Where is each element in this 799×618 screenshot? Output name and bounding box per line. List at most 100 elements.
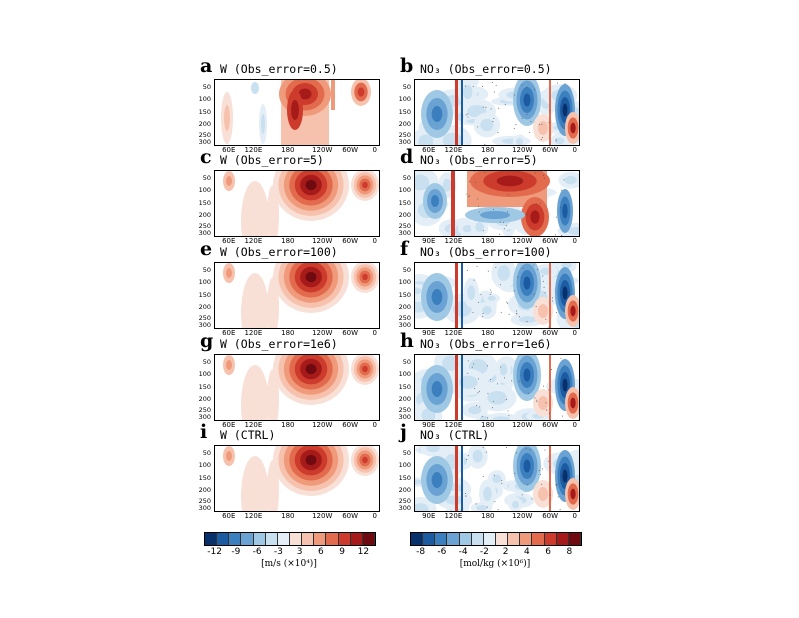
stipple-dot — [563, 365, 565, 367]
stipple-dot — [536, 401, 538, 403]
y-tick-label: 200 — [198, 395, 211, 404]
heatmap-svg — [415, 263, 579, 328]
stipple-dot — [482, 447, 484, 449]
stipple-dot — [502, 176, 504, 178]
stipple-dot — [548, 412, 550, 414]
panel-title: NO₃ (Obs_error=100) — [420, 245, 552, 259]
x-tick-label: 0 — [372, 421, 377, 429]
stipple-dot — [478, 301, 480, 303]
x-tick-label: 60W — [542, 329, 559, 337]
contour-fill — [241, 365, 269, 420]
stipple-dot — [482, 106, 484, 108]
contour-fill — [455, 80, 458, 145]
x-tick-label: 180 — [481, 329, 495, 337]
y-tick-label: 50 — [402, 358, 411, 367]
stipple-dot — [556, 485, 558, 487]
stipple-dot — [476, 405, 478, 407]
x-tick-label: 180 — [281, 146, 295, 154]
x-tick-label: 0 — [572, 512, 577, 520]
contour-fill — [480, 118, 494, 132]
contour-fill — [305, 454, 317, 466]
colorbar-swatch — [217, 533, 230, 545]
stipple-dot — [513, 290, 515, 292]
heatmap-svg — [415, 355, 579, 420]
x-tick-label: 0 — [372, 512, 377, 520]
x-tick-label: 120W — [312, 329, 333, 337]
stipple-dot — [474, 181, 476, 183]
contour-fill — [431, 195, 439, 207]
y-tick-label: 200 — [398, 120, 411, 129]
panel-title: W (Obs_error=5) — [220, 153, 324, 167]
stipple-dot — [552, 297, 554, 299]
y-tick-label: 250 — [398, 405, 411, 414]
colorbar-swatch — [229, 533, 242, 545]
contour-fill — [497, 265, 510, 282]
stipple-dot — [556, 483, 558, 485]
colorbar-label: [m/s (×10⁴)] — [261, 559, 317, 569]
x-tick-label: 120W — [512, 421, 533, 429]
stipple-dot — [513, 128, 515, 130]
y-tick-label: 150 — [198, 382, 211, 391]
panel-letter: i — [200, 421, 208, 443]
stipple-dot — [465, 495, 467, 497]
stipple-dot — [495, 84, 497, 86]
x-tick-label: 120W — [512, 512, 533, 520]
stipple-dot — [542, 174, 544, 176]
colorbar-tick: -6 — [252, 547, 262, 557]
y-tick-label: 200 — [198, 303, 211, 312]
x-tick-label: 0 — [572, 146, 577, 154]
panel-title: NO₃ (Obs_error=0.5) — [420, 62, 552, 76]
stipple-dot — [530, 121, 532, 123]
contour-fill — [567, 226, 579, 236]
stipple-dot — [538, 470, 540, 472]
stipple-dot — [546, 409, 548, 411]
stipple-dot — [555, 234, 557, 236]
x-tick-label: 60E — [222, 146, 236, 154]
y-tick-label: 100 — [198, 278, 211, 287]
stipple-dot — [487, 393, 489, 395]
stipple-dot — [479, 406, 481, 408]
colorbar-tick: 6 — [545, 547, 551, 557]
stipple-dot — [560, 189, 562, 191]
stipple-dot — [487, 270, 489, 272]
stipple-dot — [500, 312, 502, 314]
x-tick-label: 90E — [422, 421, 436, 429]
stipple-dot — [477, 205, 479, 207]
stipple-dot — [539, 203, 541, 205]
contour-fill — [431, 106, 443, 122]
contour-fill — [570, 122, 576, 134]
contour-fill — [362, 456, 368, 464]
contour-fill — [455, 355, 458, 420]
stipple-dot — [490, 178, 492, 180]
y-tick-label: 100 — [398, 278, 411, 287]
stipple-dot — [533, 293, 535, 295]
stipple-dot — [486, 365, 488, 367]
contour-fill — [476, 505, 488, 511]
stipple-dot — [490, 289, 492, 291]
x-tick-label: 120E — [244, 237, 263, 245]
stipple-dot — [533, 88, 535, 90]
contour-fill — [492, 416, 511, 420]
stipple-dot — [555, 312, 557, 314]
x-tick-label: 120W — [512, 329, 533, 337]
x-tick-label: 60W — [542, 237, 559, 245]
colorbar-tick: -12 — [207, 547, 222, 557]
stipple-dot — [468, 195, 470, 197]
contour-fill — [291, 100, 299, 120]
contour-fill — [480, 211, 510, 219]
x-tick-label: 60W — [342, 329, 359, 337]
stipple-dot — [506, 399, 508, 401]
contour-fill — [472, 449, 483, 463]
heatmap-svg — [415, 80, 579, 145]
stipple-dot — [507, 211, 509, 213]
x-tick-label: 120W — [512, 237, 533, 245]
y-tick-label: 150 — [198, 198, 211, 207]
stipple-dot — [467, 113, 469, 115]
colorbar-swatch — [205, 533, 218, 545]
contour-fill — [241, 273, 269, 328]
y-tick-label: 200 — [398, 303, 411, 312]
stipple-dot — [562, 126, 564, 128]
colorbar-swatch — [241, 533, 254, 545]
y-tick-label: 100 — [398, 186, 411, 195]
stipple-dot — [480, 294, 482, 296]
